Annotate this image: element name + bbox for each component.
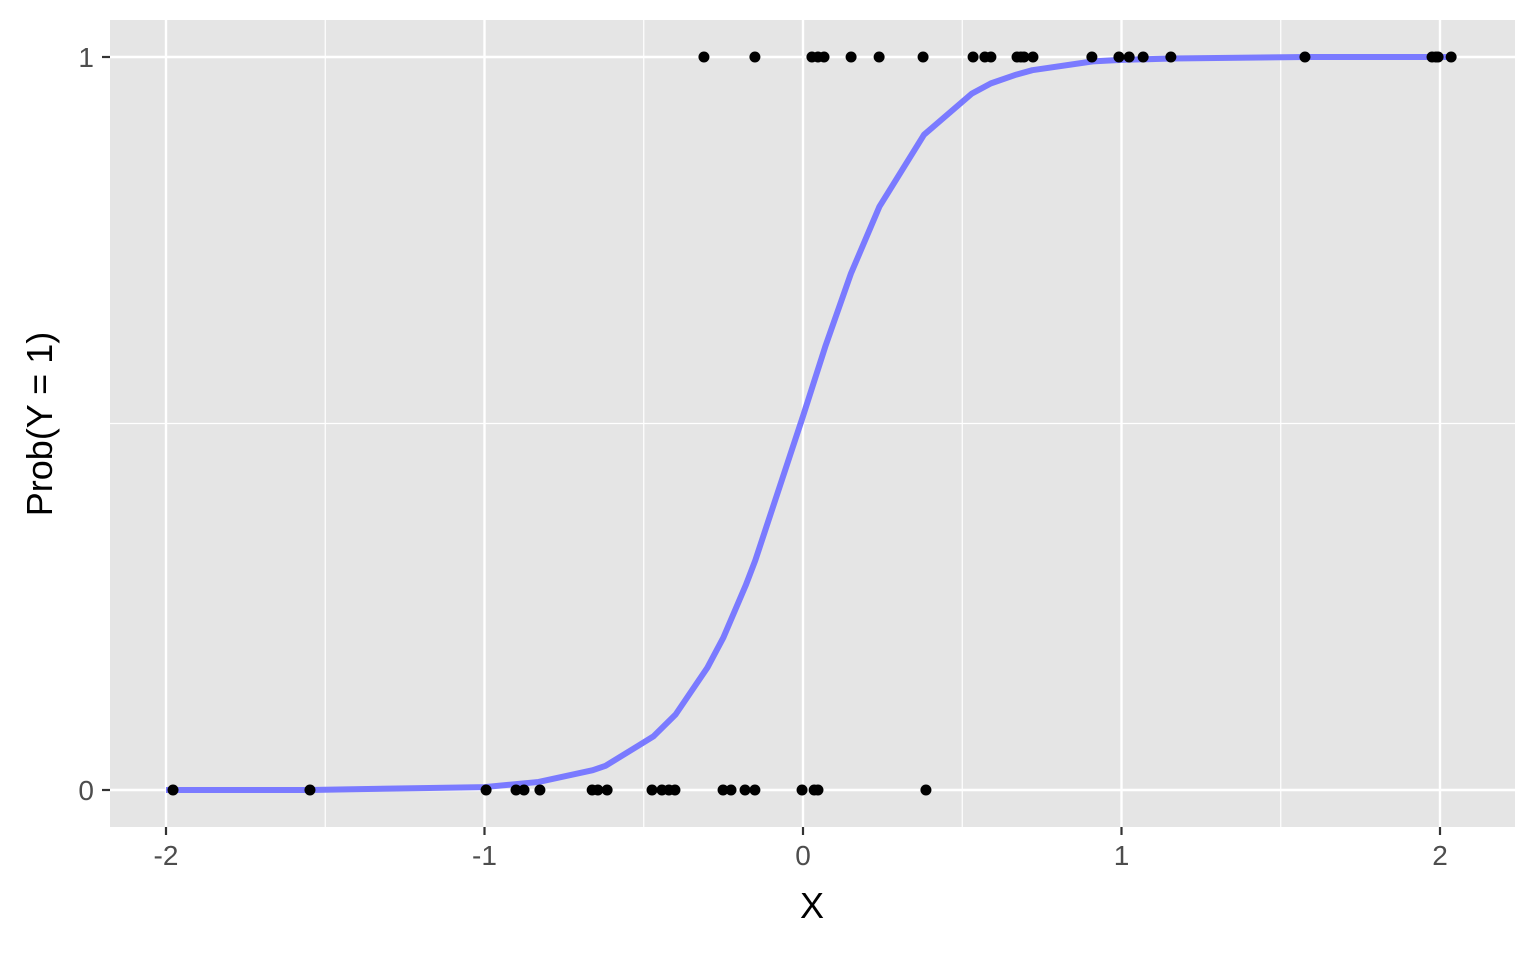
data-point bbox=[1432, 51, 1444, 63]
data-point bbox=[601, 784, 613, 796]
data-point bbox=[920, 784, 932, 796]
data-point bbox=[967, 51, 979, 63]
data-point bbox=[873, 51, 885, 63]
data-point bbox=[480, 784, 492, 796]
data-point bbox=[1113, 51, 1125, 63]
x-axis-label: X bbox=[800, 885, 824, 926]
data-point bbox=[1299, 51, 1311, 63]
data-point bbox=[717, 784, 729, 796]
x-tick-label: -2 bbox=[154, 840, 179, 871]
x-tick-label: 2 bbox=[1432, 840, 1448, 871]
y-tick-label: 0 bbox=[78, 775, 94, 806]
data-point bbox=[1165, 51, 1177, 63]
data-point bbox=[1086, 51, 1098, 63]
data-point bbox=[818, 51, 830, 63]
data-point bbox=[749, 784, 761, 796]
data-point bbox=[725, 784, 737, 796]
data-point bbox=[1027, 51, 1039, 63]
data-point bbox=[812, 784, 824, 796]
minor-gridlines bbox=[110, 20, 1515, 827]
data-point bbox=[749, 51, 761, 63]
data-point bbox=[669, 784, 681, 796]
data-point bbox=[1137, 51, 1149, 63]
fitted-curve bbox=[166, 54, 1453, 793]
data-point bbox=[739, 784, 751, 796]
y-tick-label: 1 bbox=[78, 42, 94, 73]
data-point bbox=[534, 784, 546, 796]
data-point bbox=[1018, 51, 1030, 63]
fitted-curve-layer bbox=[166, 54, 1453, 793]
data-point bbox=[1123, 51, 1135, 63]
data-point bbox=[698, 51, 710, 63]
data-point bbox=[167, 784, 179, 796]
points-layer bbox=[167, 51, 1457, 796]
data-point bbox=[518, 784, 530, 796]
x-tick-label: 1 bbox=[1114, 840, 1130, 871]
data-point bbox=[917, 51, 929, 63]
y-axis-label: Prob(Y = 1) bbox=[19, 332, 60, 516]
data-point bbox=[592, 784, 604, 796]
data-point bbox=[845, 51, 857, 63]
data-point bbox=[304, 784, 316, 796]
x-tick-label: -1 bbox=[472, 840, 497, 871]
axes: -2 -1 0 1 2 0 1 bbox=[78, 42, 1447, 871]
data-point bbox=[646, 784, 658, 796]
data-point bbox=[510, 784, 522, 796]
data-point bbox=[1445, 51, 1457, 63]
data-point bbox=[796, 784, 808, 796]
x-tick-label: 0 bbox=[795, 840, 811, 871]
data-point bbox=[985, 51, 997, 63]
